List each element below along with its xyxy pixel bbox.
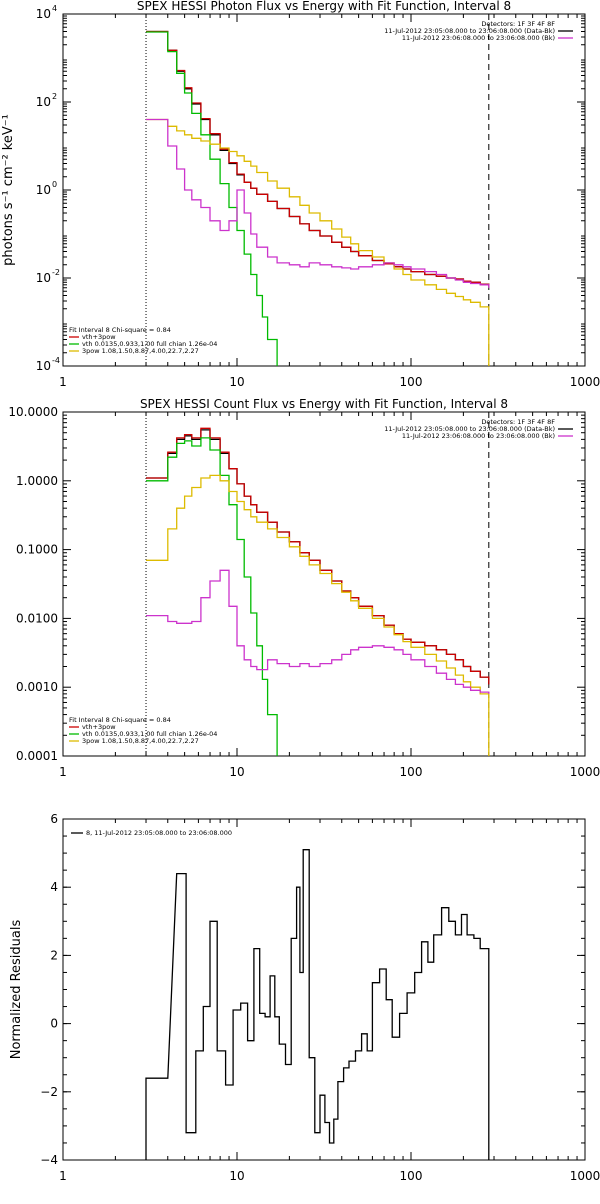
chart-title: SPEX HESSI Photon Flux vs Energy with Fi…	[137, 0, 511, 13]
series-line-5	[146, 569, 490, 694]
y-tick-exponent: -4	[52, 356, 60, 365]
y-axis-label: Normalized Residuals	[9, 920, 24, 1060]
chart-panel-1: SPEX HESSI Photon Flux vs Energy with Fi…	[1, 0, 600, 389]
chart-panel-2: SPEX HESSI Count Flux vs Energy with Fit…	[8, 397, 600, 779]
x-tick-label: 1	[59, 765, 67, 779]
x-tick-label: 1	[59, 1169, 67, 1183]
series-line-1	[146, 429, 490, 685]
series-line-2	[146, 427, 490, 685]
y-tick-label: 10.0000	[8, 405, 58, 419]
y-tick-label: 0.0100	[16, 611, 58, 625]
y-tick-label: 0.1000	[16, 543, 58, 557]
y-tick-label: 10	[36, 95, 51, 109]
y-tick-label: 10	[36, 271, 51, 285]
y-axis-label: photons s⁻¹ cm⁻² keV⁻¹	[1, 114, 16, 266]
x-tick-label: 100	[400, 375, 423, 389]
y-tick-label: −2	[40, 1085, 58, 1099]
x-tick-label: 1000	[570, 765, 600, 779]
x-tick-label: 1000	[570, 375, 600, 389]
x-tick-label: 100	[400, 765, 423, 779]
x-tick-label: 100	[400, 1169, 423, 1183]
legend-entry: 8, 11-Jul-2012 23:05:08.000 to 23:06:08.…	[86, 829, 232, 837]
y-tick-exponent: -2	[52, 268, 60, 277]
plot-area	[145, 849, 490, 1160]
legend-entry: 11-Jul-2012 23:05:08.000 to 23:06:08.000…	[384, 27, 555, 35]
x-tick-label: 1000	[570, 1169, 600, 1183]
chart-panel-3: Normalized Residuals 1 10 100 1000 −4 −2 0 2 4 6 8,…	[9, 812, 600, 1183]
fit-info-entry: vth+3pow	[82, 723, 116, 731]
fit-info-entry: vth 0.0135,0.933,1.00 full chian 1.26e-0…	[82, 340, 217, 348]
legend-entry: Detectors: 1F 3F 4F 8F	[481, 418, 555, 426]
y-tick-exponent: 0	[52, 180, 57, 189]
series-line-4	[146, 118, 490, 366]
fit-info-entry: vth+3pow	[82, 333, 116, 341]
legend-entry: 11-Jul-2012 23:06:08.000 to 23:06:08.000…	[402, 34, 555, 42]
legend-entry: 11-Jul-2012 23:05:08.000 to 23:06:08.000…	[384, 425, 555, 433]
y-tick-label: −4	[40, 1153, 58, 1167]
legend-entry: Detectors: 1F 3F 4F 8F	[481, 20, 555, 28]
series-line-5	[146, 118, 490, 288]
y-tick-label: 6	[50, 812, 58, 826]
x-tick-label: 10	[229, 375, 244, 389]
series-line-1	[146, 30, 490, 287]
y-tick-label: 0.0001	[16, 749, 58, 763]
series-line-3	[146, 437, 278, 756]
x-tick-label: 10	[229, 765, 244, 779]
fit-info-entry: 3pow 1.08,1.50,8.87,4.00,22.7,2.27	[82, 737, 199, 745]
y-tick-label: 4	[50, 880, 58, 894]
y-tick-label: 2	[50, 948, 58, 962]
y-tick-label: 10	[36, 359, 51, 373]
plot-frame	[62, 13, 586, 367]
series-line-2	[146, 30, 490, 287]
series-line-3	[146, 31, 278, 366]
y-tick-label: 10	[36, 183, 51, 197]
y-tick-label: 1.0000	[16, 474, 58, 488]
fit-info-entry: 3pow 1.08,1.50,8.87,4.00,22.7,2.27	[82, 347, 199, 355]
series-line-1	[145, 849, 490, 1160]
series-line-4	[146, 474, 490, 756]
plot-area	[145, 14, 490, 366]
y-tick-label: 0.0010	[16, 680, 58, 694]
plot-frame	[62, 818, 586, 1161]
x-tick-label: 10	[229, 1169, 244, 1183]
plot-frame	[62, 411, 586, 757]
legend-entry: 11-Jul-2012 23:06:08.000 to 23:06:08.000…	[402, 432, 555, 440]
chart-title: SPEX HESSI Count Flux vs Energy with Fit…	[140, 397, 508, 411]
fit-info-entry: vth 0.0135,0.933,1.00 full chian 1.26e-0…	[82, 730, 217, 738]
y-tick-exponent: 2	[52, 92, 57, 101]
y-tick-label: 10	[36, 7, 51, 21]
y-tick-label: 0	[50, 1017, 58, 1031]
plot-area	[145, 412, 490, 756]
x-tick-label: 1	[59, 375, 67, 389]
fit-info-header: Fit Interval 8 Chi-square = 0.84	[69, 716, 171, 724]
fit-info-header: Fit Interval 8 Chi-square = 0.84	[69, 326, 171, 334]
y-tick-exponent: 4	[52, 4, 57, 13]
